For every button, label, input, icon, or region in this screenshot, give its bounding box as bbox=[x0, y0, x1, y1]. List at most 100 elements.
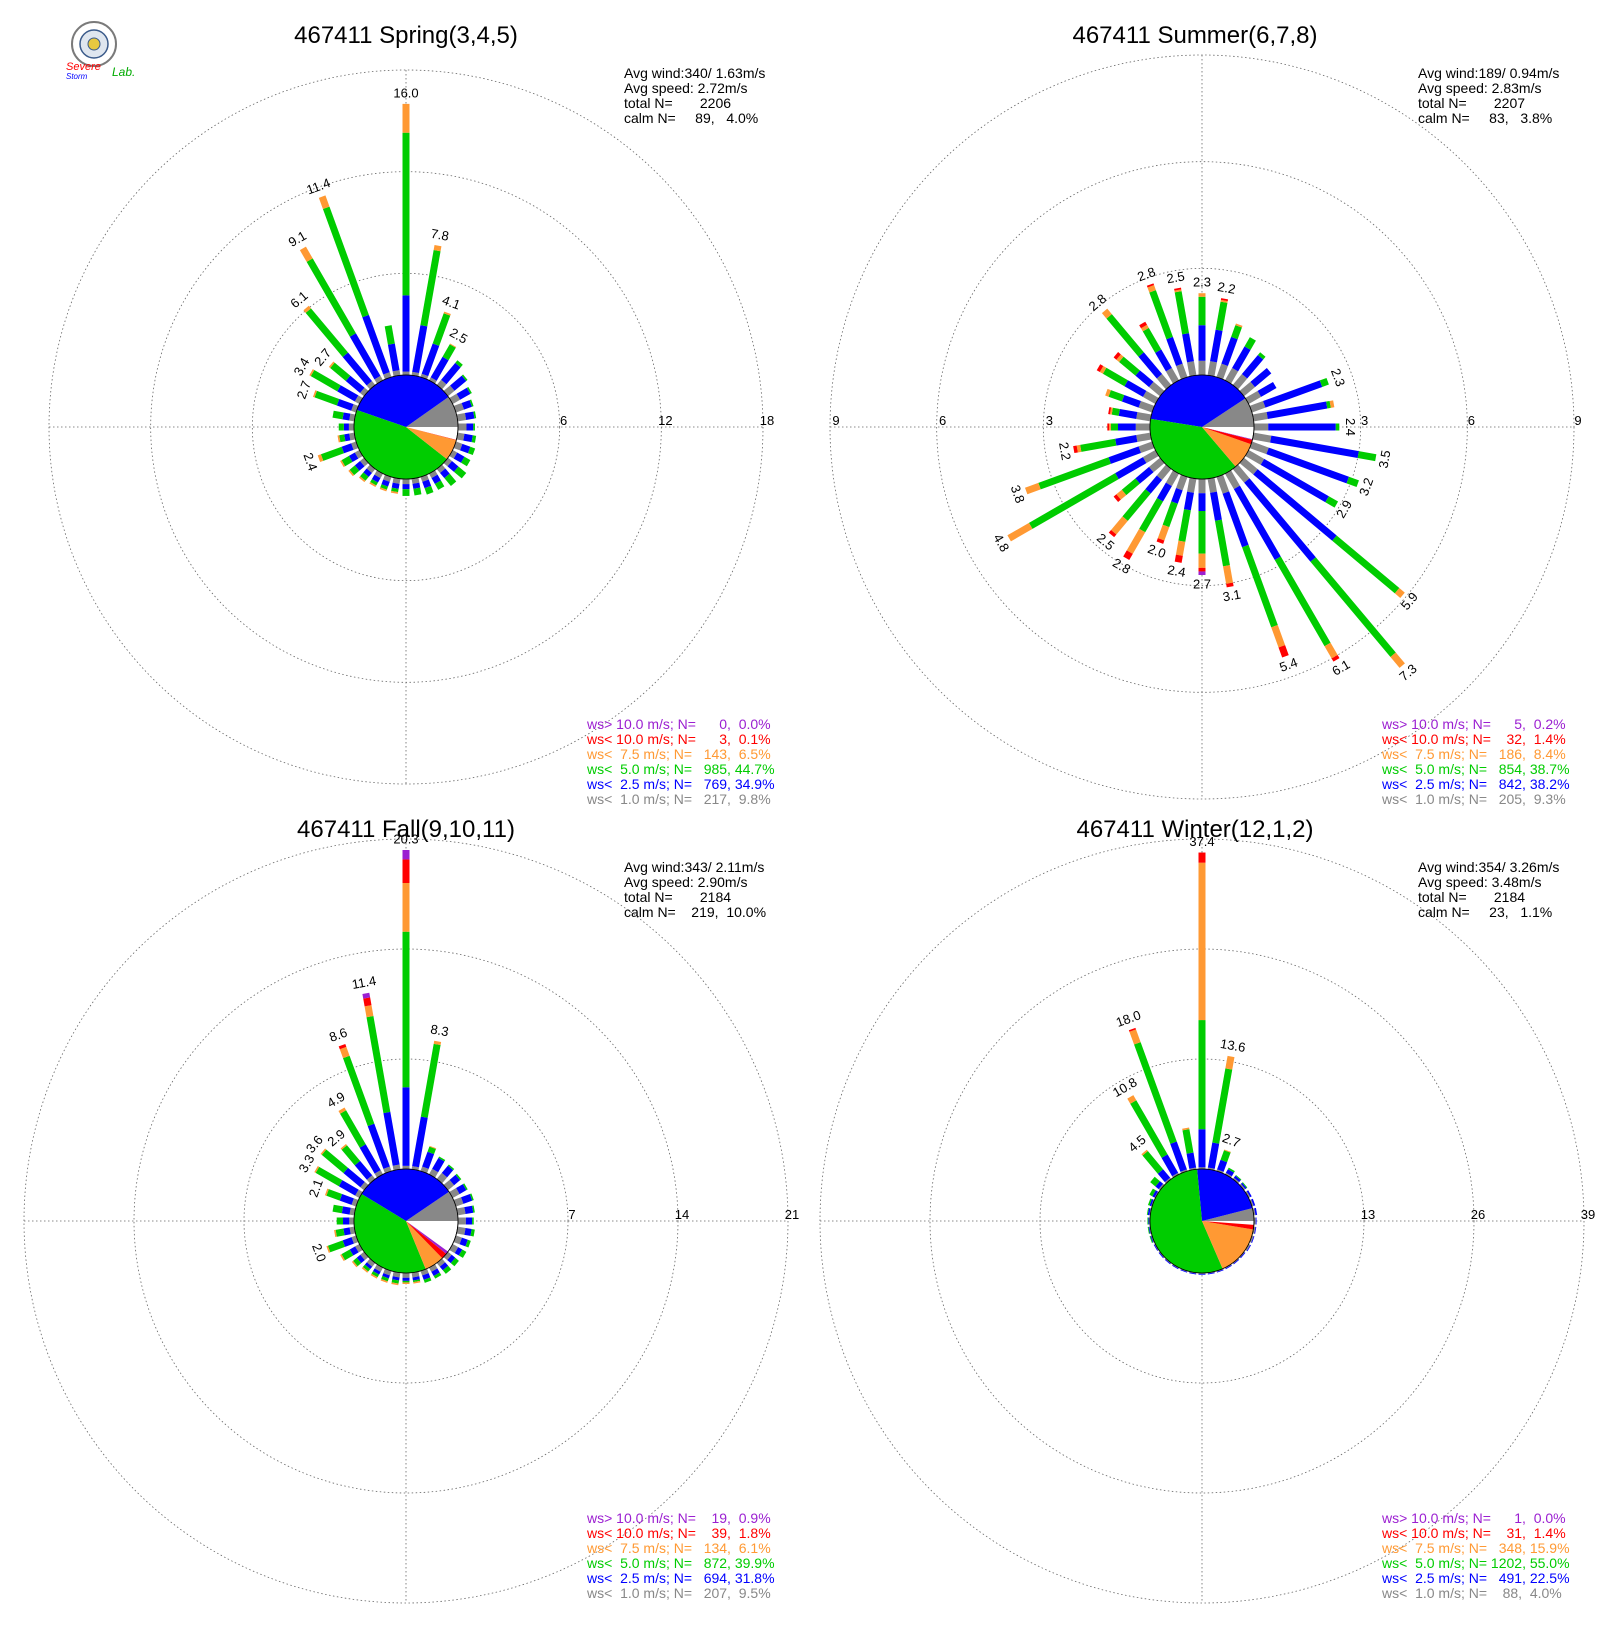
bar-segment-lt7_5 bbox=[326, 1245, 331, 1253]
bar-segment-lt7_5 bbox=[1394, 588, 1405, 598]
calm-pie-slice-lt1 bbox=[1202, 1208, 1254, 1221]
bar-segment-lt2_5 bbox=[1266, 401, 1328, 419]
bar-dir-120 bbox=[1245, 1243, 1251, 1252]
bar-segment-lt5 bbox=[371, 1271, 380, 1278]
bar-segment-lt7_5 bbox=[361, 1267, 369, 1273]
bar-segment-lt5 bbox=[1119, 356, 1140, 376]
bar-segment-lt2_5 bbox=[1198, 1129, 1206, 1168]
bar-segment-lt2_5 bbox=[402, 484, 410, 490]
bar-segment-lt7_5 bbox=[370, 1273, 378, 1279]
bar-segment-lt1 bbox=[456, 1226, 466, 1235]
stats-block: Avg wind:354/ 3.26m/s Avg speed: 3.48m/s… bbox=[1418, 859, 1559, 920]
bar-segment-lt1 bbox=[392, 477, 401, 484]
bar-segment-lt5 bbox=[1326, 400, 1331, 409]
bar-segment-lt1 bbox=[402, 1165, 410, 1169]
stats-block: Avg wind:189/ 0.94m/s Avg speed: 2.83m/s… bbox=[1418, 65, 1559, 126]
bar-dir-70 bbox=[453, 1193, 474, 1207]
bar-value-label: 2.4 bbox=[1343, 418, 1358, 436]
calm-pie-outline bbox=[1149, 1168, 1255, 1274]
bar-segment-lt1 bbox=[1252, 412, 1268, 422]
bar-segment-lt5 bbox=[336, 1217, 343, 1225]
bar-dir-250 bbox=[1024, 441, 1155, 495]
bar-segment-lt10 bbox=[1198, 852, 1206, 863]
bar-dir-100 bbox=[1252, 1226, 1257, 1234]
bar-segment-lt1 bbox=[449, 393, 461, 405]
bar-segment-lt2_5 bbox=[1158, 1252, 1164, 1259]
avg-wind-text: Avg wind:340/ 1.63m/s bbox=[624, 65, 765, 81]
total-n-text: total N= 2184 bbox=[1418, 889, 1525, 905]
bar-segment-lt5 bbox=[1310, 557, 1396, 658]
bar-segment-lt1 bbox=[1176, 363, 1188, 380]
bar-segment-lt2_5 bbox=[1149, 1199, 1154, 1207]
bar-segment-lt5 bbox=[1038, 457, 1111, 490]
calm-pie-slice-lt1 bbox=[406, 1191, 458, 1221]
bar-dir-240 bbox=[340, 1243, 363, 1262]
bar-segment-lt10 bbox=[1113, 352, 1121, 360]
bar-segment-lt2_5 bbox=[1217, 1159, 1228, 1172]
bar-segment-lt5 bbox=[1198, 296, 1206, 326]
calm-pie-slice-lt5 bbox=[354, 1193, 426, 1273]
calm-pie-slice-gt10 bbox=[406, 1221, 449, 1254]
bar-dir-310 bbox=[1150, 1176, 1165, 1191]
calm-pie bbox=[1149, 1168, 1255, 1274]
bar-value-label: 2.4 bbox=[1166, 562, 1186, 580]
bar-segment-lt10 bbox=[1139, 321, 1148, 329]
bar-segment-lt1 bbox=[1245, 1191, 1251, 1199]
bar-segment-lt10 bbox=[1107, 423, 1110, 431]
calm-pie bbox=[353, 374, 459, 480]
bar-dir-280 bbox=[1108, 407, 1152, 422]
bar-segment-lt5 bbox=[384, 325, 395, 345]
ring-label: 6 bbox=[560, 413, 567, 428]
bar-segment-lt5 bbox=[424, 485, 434, 495]
bar-segment-lt1 bbox=[402, 371, 410, 375]
bar-dir-140 bbox=[436, 464, 457, 486]
bar-segment-lt10 bbox=[363, 997, 372, 1007]
bar-segment-lt1 bbox=[1207, 1167, 1215, 1171]
bar-segment-lt2_5 bbox=[339, 1194, 354, 1205]
bar-segment-lt1 bbox=[411, 1271, 420, 1278]
bar-segment-lt5 bbox=[1346, 476, 1359, 487]
bar-segment-lt2_5 bbox=[1253, 469, 1337, 541]
bar-segment-lt2_5 bbox=[447, 1254, 456, 1264]
bar-segment-lt2_5 bbox=[1221, 336, 1238, 366]
bar-segment-lt7_5 bbox=[1126, 528, 1146, 554]
bar-segment-lt1 bbox=[458, 1217, 466, 1225]
bar-dir-330 bbox=[299, 246, 384, 384]
bar-segment-lt1 bbox=[428, 1264, 438, 1272]
bar-segment-lt2_5 bbox=[1198, 493, 1206, 511]
bar-segment-lt7_5 bbox=[1235, 323, 1243, 328]
rose-bars bbox=[1127, 852, 1258, 1275]
bar-segment-lt5 bbox=[1235, 1175, 1242, 1181]
bar-segment-lt5 bbox=[310, 370, 341, 392]
bar-value-label: 2.5 bbox=[1165, 268, 1185, 286]
bar-segment-lt5 bbox=[432, 313, 451, 346]
legend-entry-lt7_5: ws< 7.5 m/s; N= 186, 8.4% bbox=[1381, 746, 1566, 762]
bar-segment-lt7_5 bbox=[1271, 625, 1286, 648]
bar-segment-lt1 bbox=[1232, 464, 1250, 483]
bar-dir-0 bbox=[402, 850, 410, 1169]
calm-pie-slice-lt7_5 bbox=[1202, 427, 1252, 467]
bar-segment-lt5 bbox=[391, 487, 399, 493]
bar-dir-30 bbox=[428, 343, 457, 384]
bar-segment-lt5 bbox=[461, 374, 468, 382]
bar-segment-lt2_5 bbox=[337, 385, 359, 402]
bar-dir-0 bbox=[1198, 293, 1206, 375]
bar-segment-lt2_5 bbox=[1210, 329, 1223, 363]
ring-label: 21 bbox=[785, 1207, 799, 1222]
ring-label: 13 bbox=[1361, 1207, 1375, 1222]
bar-segment-lt5 bbox=[1106, 314, 1144, 357]
bar-segment-lt1 bbox=[1249, 1235, 1254, 1243]
bar-segment-lt2_5 bbox=[1251, 1198, 1256, 1206]
bar-dir-90 bbox=[458, 1217, 474, 1225]
bar-dir-350 bbox=[362, 992, 401, 1171]
bar-segment-lt1 bbox=[1198, 1273, 1206, 1274]
calm-pie-slice-lt7_5 bbox=[1202, 1221, 1254, 1269]
bar-segment-lt2_5 bbox=[371, 474, 381, 483]
bar-segment-lt7_5 bbox=[1220, 299, 1228, 303]
bar-dir-50 bbox=[1239, 1182, 1248, 1191]
bar-segment-lt2_5 bbox=[402, 1277, 410, 1281]
bar-segment-lt5 bbox=[1244, 337, 1256, 350]
bar-segment-lt7_5 bbox=[379, 487, 387, 492]
bar-dir-170 bbox=[411, 1271, 421, 1284]
bar-segment-lt10 bbox=[1278, 645, 1289, 658]
